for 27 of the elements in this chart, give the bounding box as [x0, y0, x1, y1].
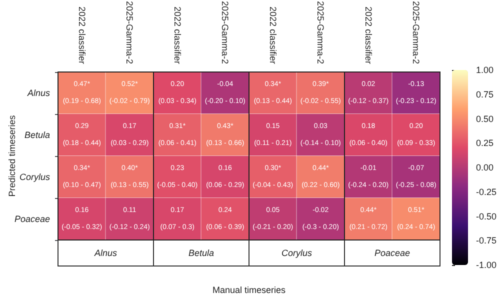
color-bar-label: -1.00 — [476, 260, 497, 270]
x-tick-label: 2025-Gamma-2 — [124, 0, 135, 64]
text: Alnus — [93, 248, 118, 258]
y-axis-title: Predicted timeseries — [7, 114, 17, 197]
x-tick-label: 2025-Gamma-2 — [411, 0, 422, 64]
x-tick-label: 2022 classifier — [268, 6, 278, 64]
x-tick-label: 2022 classifier — [172, 6, 182, 64]
color-bar-label: -0.75 — [476, 236, 497, 246]
y-tick-label: Poaceae — [14, 214, 50, 224]
y-tick-label: Alnus — [26, 88, 50, 98]
x-axis-title: Manual timeseries — [212, 285, 286, 295]
text: Betula — [188, 248, 214, 258]
color-bar-label: -0.25 — [476, 186, 497, 197]
y-tick-label: Betula — [24, 130, 50, 140]
x-tick-label: 2025-Gamma-2 — [316, 0, 326, 64]
x-tick-label: 2022 classifier — [363, 6, 374, 64]
color-bar-label: 0.75 — [476, 89, 494, 100]
x-tick-label: 2025-Gamma-2 — [220, 0, 230, 64]
color-bar-label: 0.50 — [476, 114, 494, 124]
color-bar-label: -0.50 — [476, 211, 497, 222]
x-tick-label: 2022 classifier — [76, 6, 87, 64]
color-bar-label: 0.00 — [476, 162, 494, 172]
color-bar-label: 1.00 — [476, 65, 494, 75]
text: Corylus — [281, 248, 312, 258]
y-tick-label: Corylus — [19, 172, 50, 182]
color-bar-label: 0.25 — [476, 138, 494, 148]
text: Poaceae — [374, 248, 410, 258]
